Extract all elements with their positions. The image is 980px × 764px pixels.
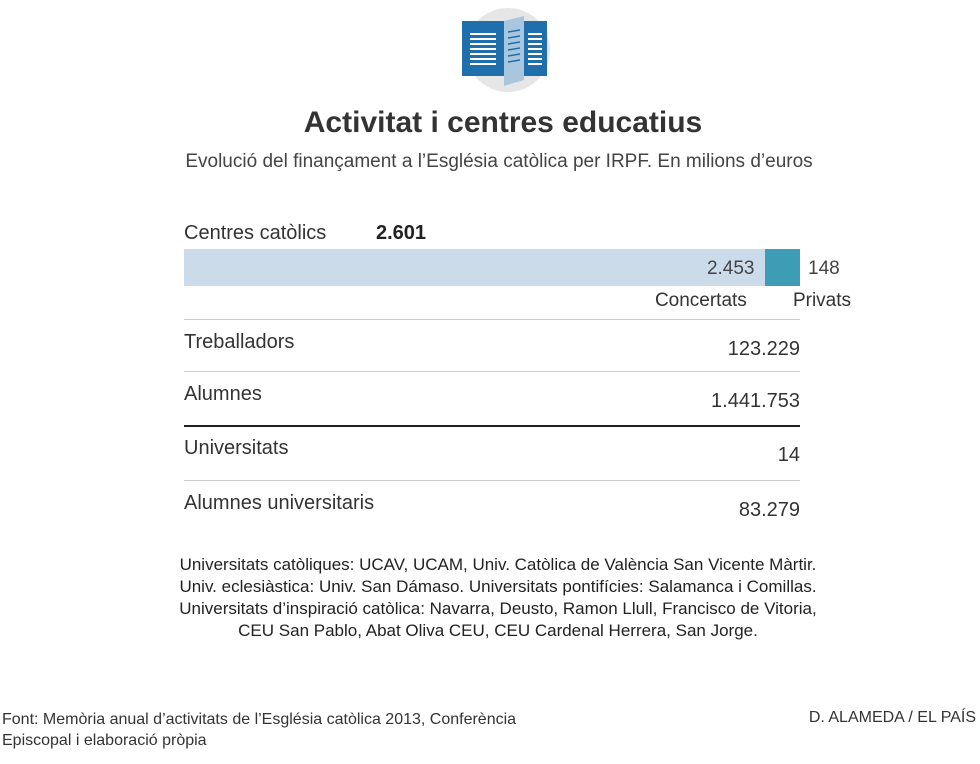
privats-series-label: Privats: [792, 290, 852, 311]
row-value: 83.279: [738, 499, 800, 521]
bar-segment-concertats: [184, 249, 765, 286]
table-row-alumnes-universitaris: Alumnes universitaris 83.279: [184, 480, 800, 532]
table-row-treballadors: Treballadors 123.229: [184, 319, 800, 371]
row-divider: [184, 319, 800, 320]
total-label: Centres catòlics: [184, 222, 327, 244]
open-book-icon: [458, 8, 558, 92]
row-label: Treballadors: [184, 331, 295, 353]
row-label: Universitats: [184, 437, 289, 459]
row-label: Alumnes: [184, 383, 262, 405]
stacked-bar: [184, 249, 800, 286]
row-divider: [184, 371, 800, 372]
table-row-universitats: Universitats 14: [184, 425, 800, 477]
row-label: Alumnes universitaris: [184, 492, 375, 514]
universities-note: Universitats catòliques: UCAV, UCAM, Uni…: [179, 555, 817, 640]
bar-segment-privats: [764, 249, 800, 286]
concertats-series-label: Concertats: [654, 290, 747, 311]
source-note: Font: Memòria anual d’activitats de l’Es…: [2, 711, 517, 749]
row-divider: [184, 425, 800, 427]
total-value: 2.601: [376, 222, 427, 244]
concertats-value-label: 2.453: [706, 258, 755, 279]
row-value: 123.229: [727, 338, 800, 360]
table-row-alumnes: Alumnes 1.441.753: [184, 371, 800, 423]
row-divider: [184, 480, 800, 481]
chart-subtitle: Evolució del finançament a l’Església ca…: [185, 151, 813, 172]
chart-title: Activitat i centres educatius: [303, 106, 703, 139]
privats-value-label: 148: [808, 258, 840, 279]
row-value: 14: [777, 444, 800, 466]
author-credit: D. ALAMEDA / EL PAÍS: [808, 709, 976, 726]
row-value: 1.441.753: [711, 390, 800, 412]
